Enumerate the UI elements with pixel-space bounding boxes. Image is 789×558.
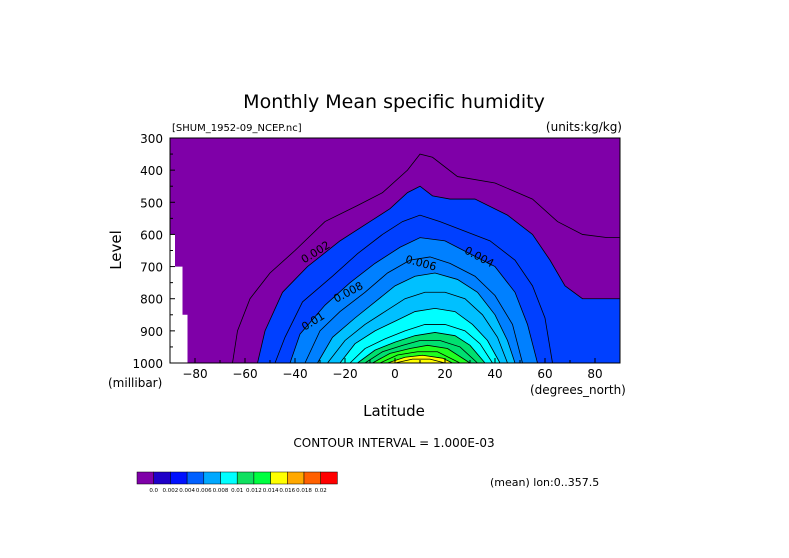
contour-line — [357, 332, 486, 364]
file-label: [SHUM_1952-09_NCEP.nc] — [172, 123, 302, 134]
contour-line — [327, 291, 508, 364]
colorbar-label: 0.004 — [179, 488, 195, 494]
y-tick-label: 1000 — [132, 357, 163, 371]
y-tick-label: 700 — [140, 261, 163, 275]
x-tick-label: −20 — [332, 367, 357, 381]
x-tick-label: 60 — [537, 367, 552, 381]
colorbar-swatch — [220, 471, 238, 485]
contour-line — [387, 354, 453, 364]
y-tick-label: 900 — [140, 325, 163, 339]
contour-line — [289, 237, 538, 364]
chart-title: Monthly Mean specific humidity — [243, 91, 545, 113]
x-tick-label: 40 — [487, 367, 502, 381]
colorbar-swatch — [303, 471, 321, 485]
colorbar-label: 0.014 — [263, 488, 279, 494]
x-tick-label: −40 — [282, 367, 307, 381]
contour-line — [394, 358, 446, 364]
y-axis-label: Level — [107, 230, 125, 270]
contour-line — [257, 185, 620, 364]
colorbar-label: 0.002 — [163, 488, 179, 494]
colorbar-swatch — [270, 471, 288, 485]
y-axis: 300 400 500 600 700 800 900 1000 — [132, 132, 175, 371]
colorbar-swatch — [136, 471, 154, 485]
x-tick-label: −60 — [232, 367, 257, 381]
colorbar-swatch — [287, 471, 305, 485]
contour-line — [379, 351, 461, 364]
mean-label: (mean) lon:0..357.5 — [490, 476, 599, 489]
colorbar-label: 0.01 — [231, 488, 243, 494]
colorbar-label: 0.006 — [196, 488, 212, 494]
x-tick-label: −80 — [182, 367, 207, 381]
colorbar-swatch — [236, 471, 255, 485]
units-label: (units:kg/kg) — [546, 120, 622, 134]
contour-line — [364, 340, 478, 364]
colorbar-label: 0.012 — [246, 488, 262, 494]
contour-line — [232, 153, 620, 364]
y-tick-label: 800 — [140, 293, 163, 307]
contour-line — [274, 214, 553, 364]
y-tick-label: 400 — [140, 164, 163, 178]
y-tick-label: 500 — [140, 196, 163, 210]
contour-line — [317, 272, 516, 364]
y-tick-label: 600 — [140, 228, 163, 242]
contour-lines — [232, 153, 620, 364]
colorbar-label: 0.02 — [315, 488, 327, 494]
x-units-label: (degrees_north) — [530, 383, 626, 397]
x-tick-label: 20 — [437, 367, 452, 381]
colorbar-swatch — [203, 471, 221, 485]
contour-line — [339, 307, 501, 364]
colorbar-label: 0.018 — [296, 488, 312, 494]
x-tick-label: 80 — [587, 367, 602, 381]
contour-line — [349, 324, 493, 364]
colorbar: 0.0 0.002 0.004 0.006 0.008 0.01 0.012 0.014 0.0… — [136, 471, 338, 494]
y-units-label: (millibar) — [108, 376, 162, 390]
contour-interval-text: CONTOUR INTERVAL = 1.000E-03 — [293, 436, 494, 450]
colorbar-swatch — [320, 471, 338, 485]
x-tick-label: 0 — [391, 367, 399, 381]
fill-band — [372, 345, 470, 363]
plot-area — [170, 138, 620, 363]
colorbar-swatch — [153, 471, 171, 485]
colorbar-swatch — [186, 471, 205, 485]
y-tick-label: 300 — [140, 132, 163, 146]
contour-line — [372, 344, 471, 364]
colorbar-label: 0.016 — [279, 488, 295, 494]
x-axis: −80 −60 −40 −20 0 20 40 60 80 — [169, 358, 621, 381]
colorbar-swatch — [170, 471, 188, 485]
colorbar-label: 0.008 — [213, 488, 229, 494]
colorbar-swatch — [253, 471, 271, 485]
colorbar-label: 0.0 — [149, 488, 158, 494]
contour-line — [304, 256, 523, 364]
x-axis-label: Latitude — [363, 402, 425, 420]
